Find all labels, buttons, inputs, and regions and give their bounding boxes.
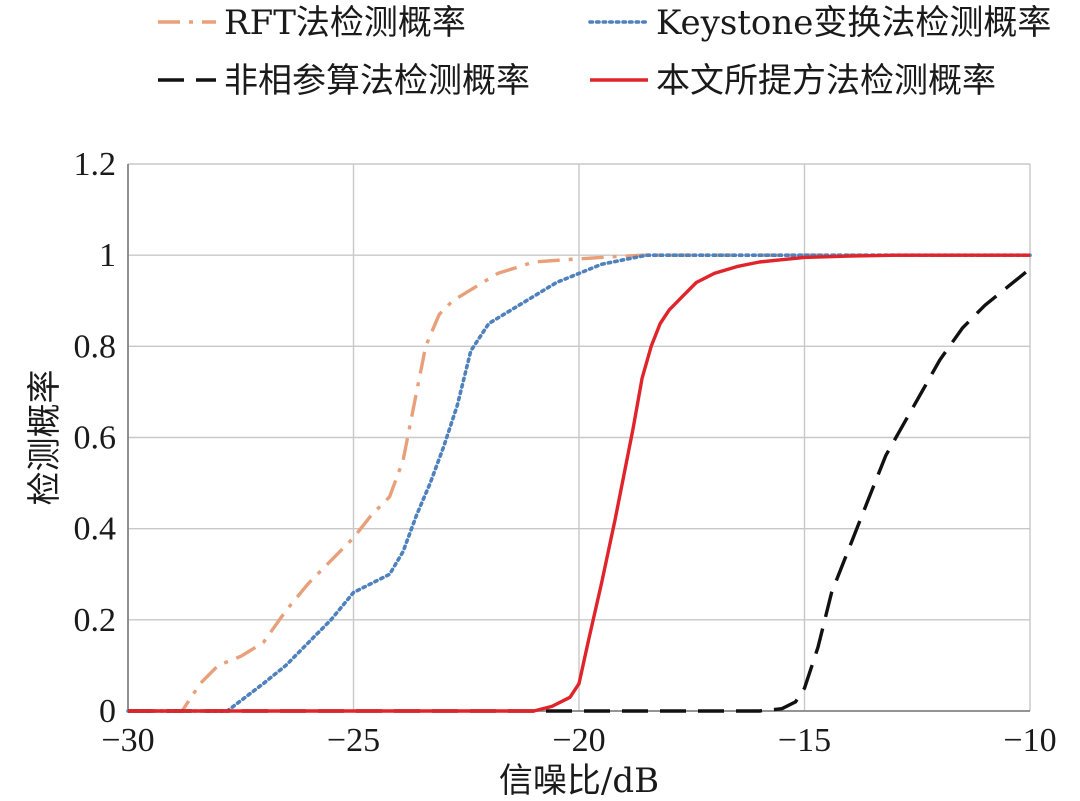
y-tick-label: 1: [99, 237, 116, 274]
x-tick-label: −25: [327, 722, 380, 759]
x-tick-label: −10: [1003, 722, 1056, 759]
x-tick-label: −15: [778, 722, 831, 759]
x-axis-title: 信噪比/dB: [499, 761, 659, 801]
series-line-3: [128, 253, 1030, 713]
series-layer: [126, 253, 1032, 713]
y-tick-label: 1.2: [74, 146, 117, 183]
legend-label-1: Keystone变换法检测概率: [656, 3, 1051, 43]
series-line-2: [128, 267, 1032, 713]
x-tick-label: −30: [101, 722, 154, 759]
x-tick-label: −20: [552, 722, 605, 759]
y-tick-label: 0.2: [74, 602, 117, 639]
y-axis-title: 检测概率: [25, 370, 65, 506]
series-line-0: [128, 253, 1030, 713]
x-tick-labels: −30 −25 −20 −15 −10: [101, 722, 1056, 759]
legend-label-3: 本文所提方法检测概率: [656, 61, 996, 101]
series-line-1: [126, 253, 1032, 713]
y-tick-label: 0: [99, 693, 116, 730]
y-tick-label: 0.6: [74, 420, 117, 457]
legend-label-2: 非相参算法检测概率: [224, 61, 530, 101]
y-tick-label: 0.4: [74, 511, 117, 548]
y-tick-labels: 0 0.2 0.4 0.6 0.8 1 1.2: [74, 146, 117, 730]
y-tick-label: 0.8: [74, 328, 117, 365]
legend-label-0: RFT法检测概率: [224, 3, 466, 43]
